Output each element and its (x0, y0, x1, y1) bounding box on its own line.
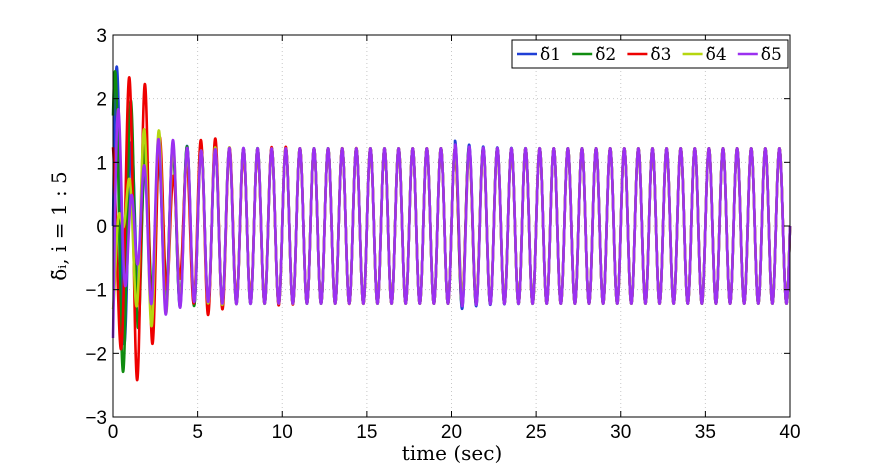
legend-box (511, 39, 789, 69)
x-axis-label: time (sec) (402, 441, 503, 465)
legend-label-3: δ̃3 (650, 45, 671, 65)
legend-label-2: δ̃2 (595, 45, 616, 65)
y-tick-label: 0 (96, 217, 107, 238)
y-tick-label: 2 (96, 90, 107, 111)
x-tick-label: 35 (695, 422, 716, 443)
x-tick-label: 0 (108, 422, 119, 443)
x-tick-label: 15 (356, 422, 377, 443)
legend-label-1: δ̃1 (540, 45, 561, 65)
y-tick-label: 3 (96, 26, 107, 47)
y-tick-label: 1 (96, 153, 107, 174)
y-tick-label: −3 (85, 408, 107, 429)
y-tick-label: −2 (85, 344, 107, 365)
legend-label-4: δ̃4 (706, 45, 727, 65)
axis-ticks (112, 34, 791, 418)
x-tick-label: 5 (192, 422, 203, 443)
legend-label-5: δ̃5 (761, 45, 782, 65)
series-layer (111, 65, 792, 382)
x-tick-label: 30 (610, 422, 631, 443)
x-tick-label: 25 (526, 422, 547, 443)
x-tick-label: 10 (272, 422, 293, 443)
y-tick-label: −1 (85, 281, 107, 302)
y-axis-label: δ̃ᵢ, i = 1 : 5 (47, 171, 71, 281)
series-line-5 (111, 107, 792, 339)
x-tick-label: 20 (441, 422, 462, 443)
x-tick-label: 40 (779, 422, 800, 443)
legend: δ̃1 δ̃2 δ̃3 δ̃4 δ̃5 (511, 39, 789, 69)
